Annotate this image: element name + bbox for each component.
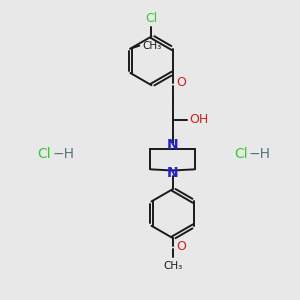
Text: N: N xyxy=(167,138,178,152)
Text: N: N xyxy=(167,166,178,180)
Text: Cl: Cl xyxy=(38,147,51,161)
Text: CH₃: CH₃ xyxy=(163,261,182,271)
Text: −H: −H xyxy=(249,147,271,161)
Text: CH₃: CH₃ xyxy=(143,41,162,51)
Text: Cl: Cl xyxy=(146,12,158,25)
Text: Cl: Cl xyxy=(234,147,248,161)
Text: OH: OH xyxy=(189,113,208,126)
Text: O: O xyxy=(176,240,186,254)
Text: −H: −H xyxy=(53,147,75,161)
Text: O: O xyxy=(176,76,186,89)
